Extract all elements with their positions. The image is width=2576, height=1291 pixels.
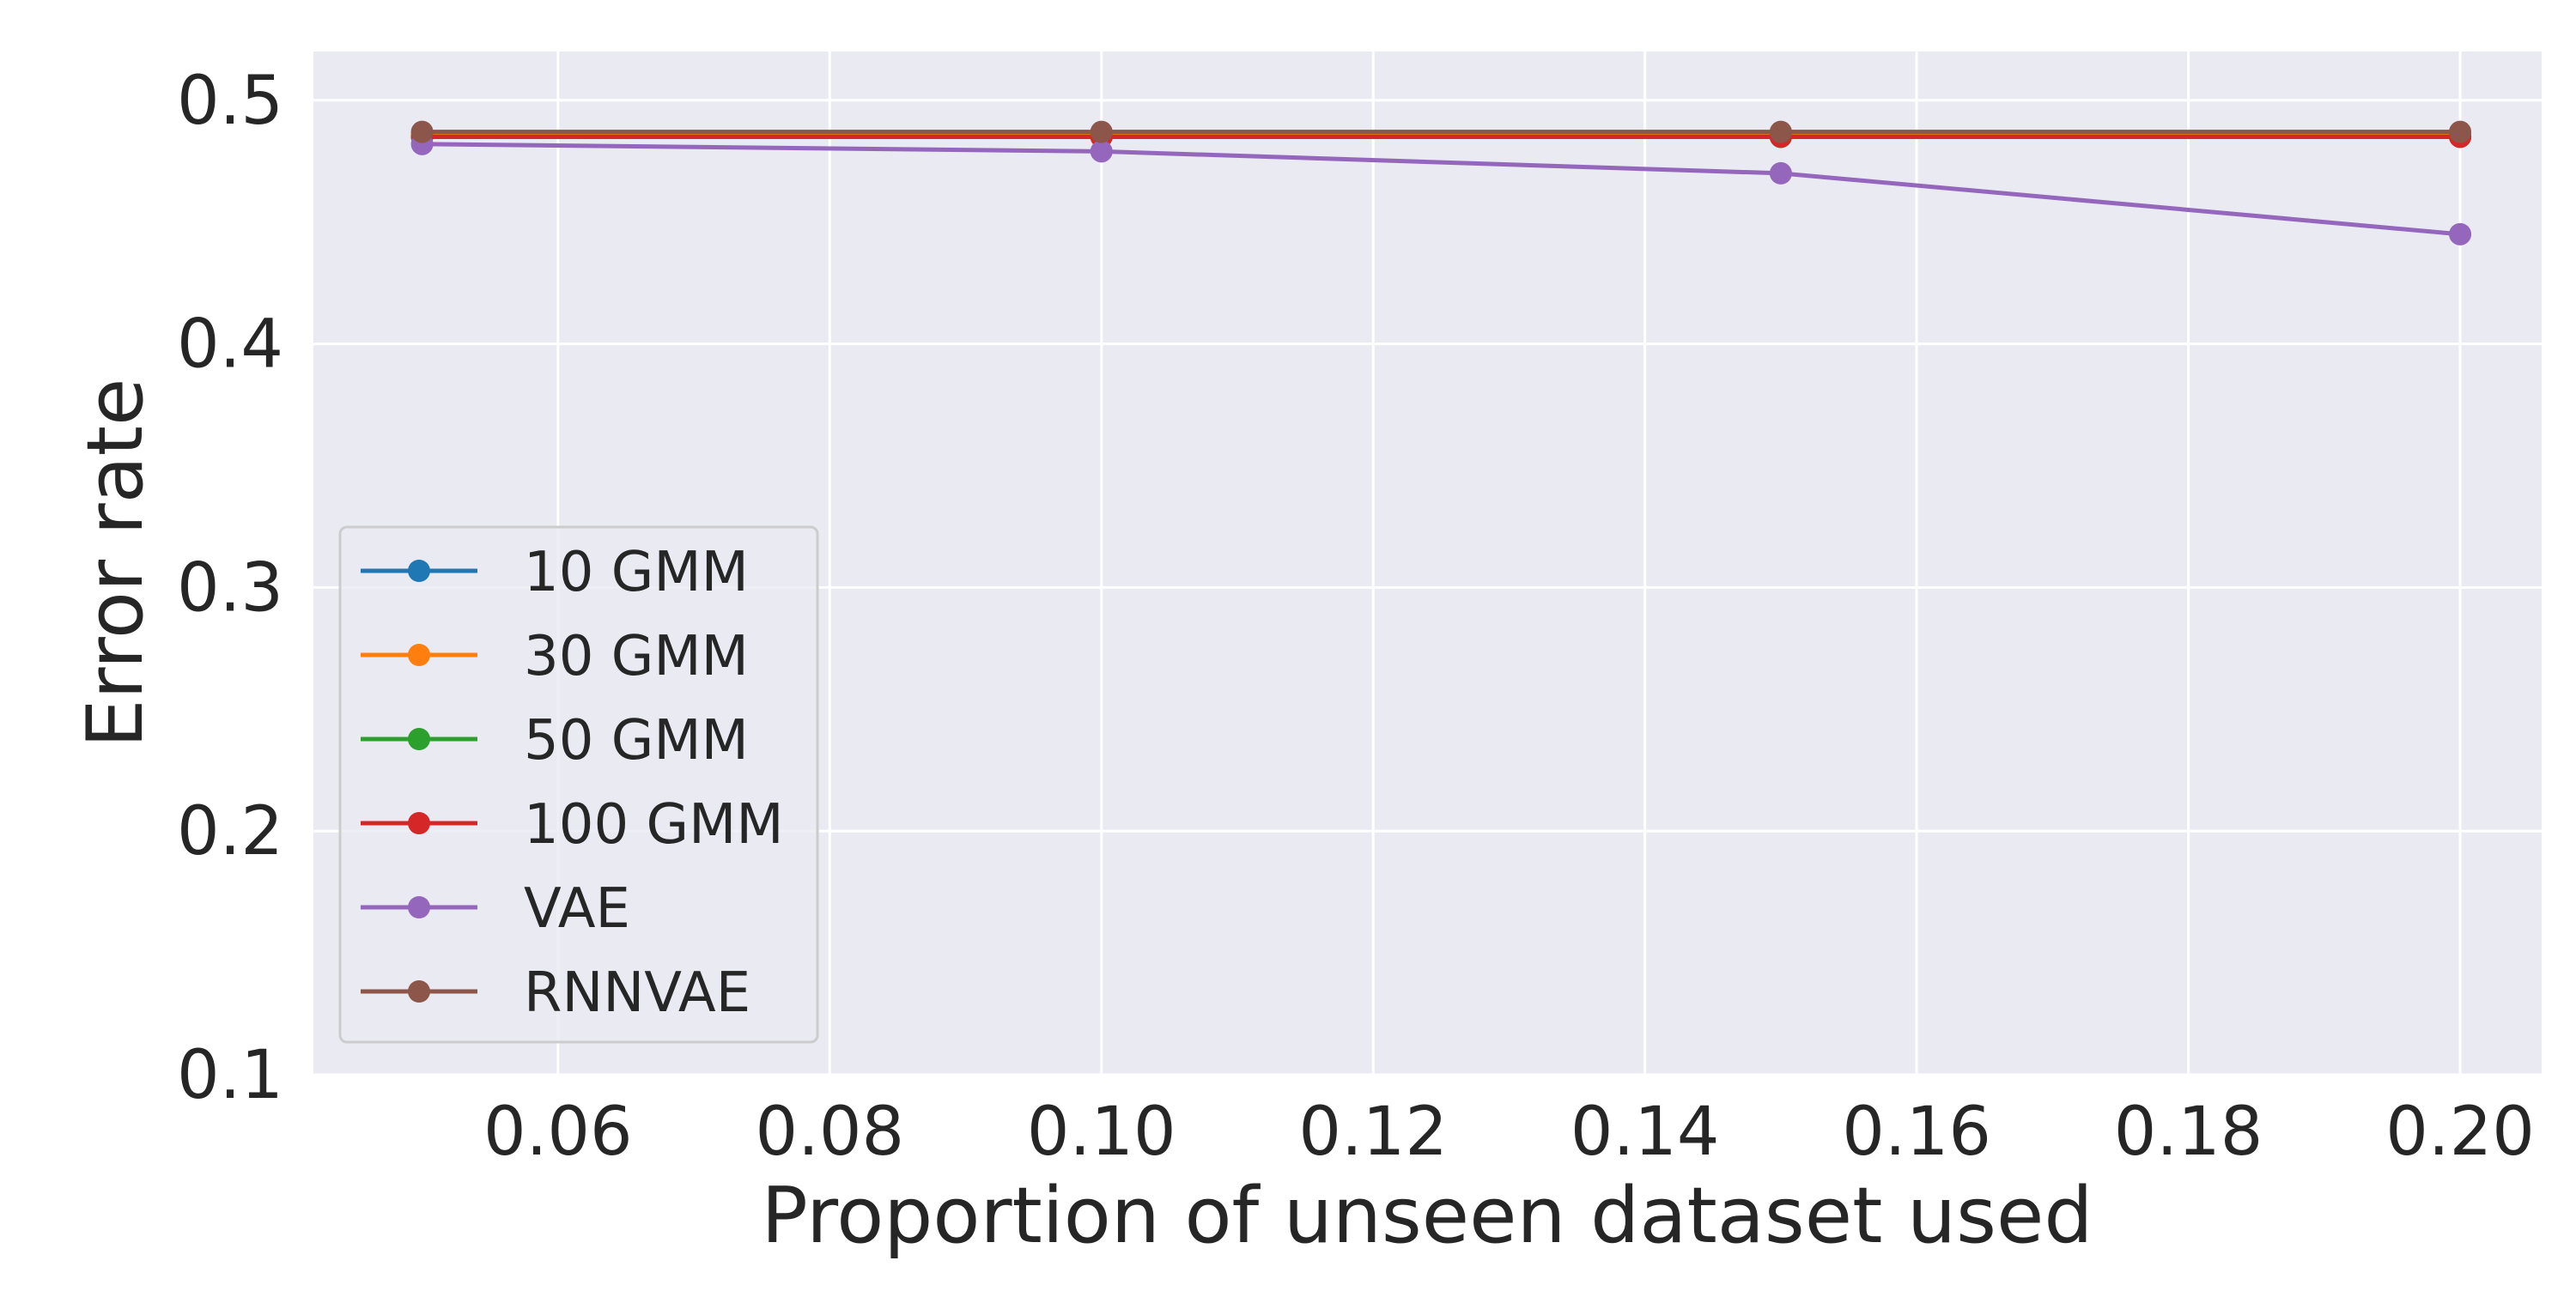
x-tick-label: 0.18 <box>2114 1094 2263 1171</box>
legend-label: 50 GMM <box>524 709 749 773</box>
data-point-rnnvae <box>1769 120 1792 143</box>
legend-item-100-gmm: 100 GMM <box>361 793 784 857</box>
series-layer <box>410 120 2472 245</box>
legend-item-30-gmm: 30 GMM <box>361 625 749 688</box>
x-tick-label: 0.12 <box>1298 1094 1448 1171</box>
data-point-rnnvae <box>1090 120 1113 143</box>
y-tick-label: 0.4 <box>177 306 283 384</box>
series-rnnvae <box>410 120 2472 143</box>
legend-swatch-marker <box>408 812 430 834</box>
legend-label: RNNVAE <box>524 961 750 1025</box>
x-tick-label: 0.10 <box>1027 1094 1176 1171</box>
legend-items: 10 GMM 30 GMM 50 GMM 100 GMM VAE RNNVAE <box>361 541 784 1025</box>
y-tick-label: 0.5 <box>177 63 283 140</box>
y-tick-label: 0.2 <box>177 793 283 870</box>
x-tick-label: 0.08 <box>755 1094 904 1171</box>
legend-item-rnnvae: RNNVAE <box>361 961 750 1025</box>
x-axis-title: Proportion of unseen dataset used <box>761 1171 2093 1261</box>
legend-label: 10 GMM <box>524 541 749 604</box>
x-tick-label: 0.16 <box>1842 1094 1991 1171</box>
series-line-vae <box>422 142 2461 237</box>
legend-swatch-marker <box>408 980 430 1003</box>
y-tick-label: 0.3 <box>177 549 283 627</box>
data-point-rnnvae <box>2449 120 2472 143</box>
legend-swatch-marker <box>408 728 430 750</box>
x-tick-label: 0.06 <box>483 1094 633 1171</box>
y-axis-title: Error rate <box>70 379 161 749</box>
legend-swatch-marker <box>408 644 430 666</box>
x-tick-label: 0.14 <box>1571 1094 1720 1171</box>
y-tick-label: 0.1 <box>177 1037 283 1114</box>
series-vae <box>410 132 2472 245</box>
data-point-rnnvae <box>410 120 434 143</box>
data-point-vae <box>1769 161 1792 185</box>
legend-item-50-gmm: 50 GMM <box>361 709 749 773</box>
x-tick-label: 0.20 <box>2385 1094 2535 1171</box>
legend-item-10-gmm: 10 GMM <box>361 541 749 604</box>
legend-label: 100 GMM <box>524 793 784 857</box>
legend-item-vae: VAE <box>361 877 630 941</box>
legend-label: VAE <box>524 877 630 941</box>
legend-swatch-marker <box>408 560 430 582</box>
legend-label: 30 GMM <box>524 625 749 688</box>
tick-labels: 0.06 0.08 0.10 0.12 0.14 0.16 0.18 0.20 0.1 0.2 0.… <box>177 63 2535 1171</box>
legend: 10 GMM 30 GMM 50 GMM 100 GMM VAE RNNVAE <box>338 525 819 1044</box>
legend-swatch-marker <box>408 896 430 918</box>
data-point-vae <box>1090 140 1113 163</box>
data-point-vae <box>2449 222 2472 245</box>
